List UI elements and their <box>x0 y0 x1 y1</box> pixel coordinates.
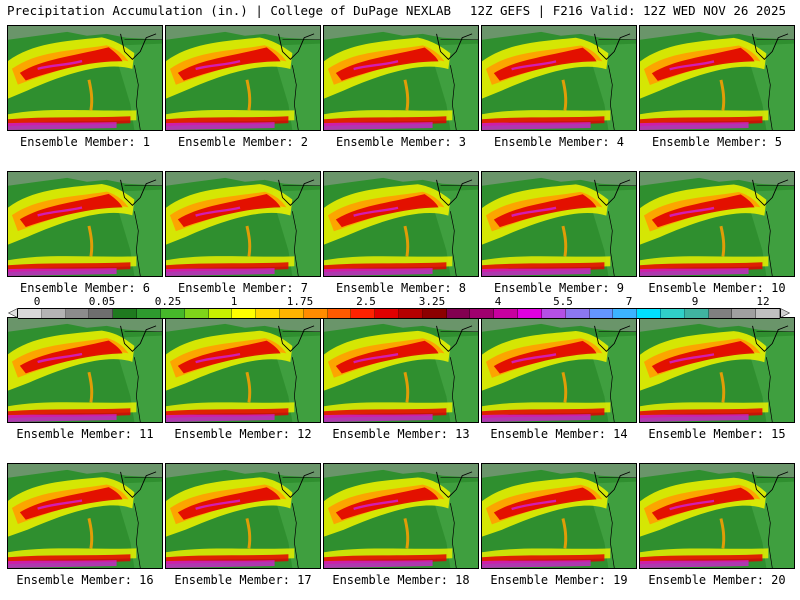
scale-segment <box>565 309 590 318</box>
scale-segment <box>470 309 495 318</box>
scale-segment <box>208 309 233 318</box>
chart-title: Precipitation Accumulation (in.) | Colle… <box>7 3 452 18</box>
scale-tick-label: 1 <box>230 295 238 308</box>
ensemble-member-label: Ensemble Member: 16 <box>16 573 154 587</box>
ensemble-member-label: Ensemble Member: 7 <box>177 281 309 295</box>
color-scale: 0 0.05 0.25 1 1.75 2.5 3.25 4 5.5 7 9 12 <box>8 296 792 320</box>
scale-tick-label: 3.25 <box>418 295 446 308</box>
ensemble-map-6 <box>7 171 163 277</box>
ensemble-map-15 <box>639 317 795 423</box>
scale-segment <box>232 309 257 318</box>
scale-tick-label: 0.05 <box>88 295 116 308</box>
scale-segment <box>113 309 138 318</box>
ensemble-member-label: Ensemble Member: 15 <box>648 427 786 441</box>
scale-segment <box>256 309 280 318</box>
scale-tick-label: 0 <box>33 295 41 308</box>
scale-segment <box>137 309 161 318</box>
ensemble-member-label: Ensemble Member: 19 <box>490 573 628 587</box>
scale-segment <box>375 309 399 318</box>
scale-tick-label: 2.5 <box>356 295 376 308</box>
ensemble-map-7 <box>165 171 321 277</box>
scale-arrow-right-icon <box>780 308 790 318</box>
ensemble-map-2 <box>165 25 321 131</box>
scale-tick-label: 4 <box>494 295 502 308</box>
scale-segment <box>637 309 661 318</box>
scale-tick-label: 5.5 <box>553 295 573 308</box>
ensemble-member-label: Ensemble Member: 9 <box>493 281 625 295</box>
scale-segment <box>65 309 90 318</box>
scale-segment <box>279 309 304 318</box>
scale-segment <box>708 309 733 318</box>
ensemble-member-label: Ensemble Member: 3 <box>335 135 467 149</box>
scale-segment <box>422 309 447 318</box>
scale-segment <box>589 309 614 318</box>
scale-tick-label: 1.75 <box>286 295 314 308</box>
ensemble-map-1 <box>7 25 163 131</box>
scale-bar <box>18 308 780 319</box>
scale-tick-label: 12 <box>756 295 770 308</box>
ensemble-member-label: Ensemble Member: 11 <box>16 427 154 441</box>
scale-segment <box>732 309 757 318</box>
scale-arrow-left-icon <box>8 308 18 318</box>
scale-segment <box>184 309 209 318</box>
scale-segment <box>303 309 328 318</box>
scale-segment <box>684 309 709 318</box>
ensemble-map-3 <box>323 25 479 131</box>
ensemble-member-label: Ensemble Member: 14 <box>490 427 628 441</box>
ensemble-map-11 <box>7 317 163 423</box>
ensemble-map-4 <box>481 25 637 131</box>
ensemble-member-label: Ensemble Member: 4 <box>493 135 625 149</box>
valid-time: 12Z GEFS | F216 Valid: 12Z WED NOV 26 20… <box>469 3 786 18</box>
ensemble-map-5 <box>639 25 795 131</box>
ensemble-member-label: Ensemble Member: 6 <box>19 281 151 295</box>
ensemble-map-10 <box>639 171 795 277</box>
ensemble-member-label: Ensemble Member: 12 <box>174 427 312 441</box>
scale-segment <box>541 309 566 318</box>
ensemble-map-14 <box>481 317 637 423</box>
scale-segment <box>660 309 685 318</box>
scale-tick-label: 0.25 <box>154 295 182 308</box>
ensemble-member-label: Ensemble Member: 20 <box>648 573 786 587</box>
scale-segment <box>89 309 114 318</box>
ensemble-map-19 <box>481 463 637 569</box>
scale-tick-label: 7 <box>625 295 633 308</box>
scale-segment <box>518 309 542 318</box>
ensemble-map-13 <box>323 317 479 423</box>
ensemble-member-label: Ensemble Member: 5 <box>651 135 783 149</box>
ensemble-member-label: Ensemble Member: 10 <box>648 281 786 295</box>
ensemble-member-label: Ensemble Member: 18 <box>332 573 470 587</box>
scale-segment <box>160 309 185 318</box>
ensemble-map-20 <box>639 463 795 569</box>
ensemble-map-12 <box>165 317 321 423</box>
ensemble-map-16 <box>7 463 163 569</box>
ensemble-map-9 <box>481 171 637 277</box>
scale-segment <box>351 309 376 318</box>
ensemble-member-label: Ensemble Member: 17 <box>174 573 312 587</box>
scale-segment <box>494 309 519 318</box>
scale-segment <box>756 309 780 318</box>
ensemble-member-label: Ensemble Member: 2 <box>177 135 309 149</box>
ensemble-member-label: Ensemble Member: 13 <box>332 427 470 441</box>
ensemble-map-8 <box>323 171 479 277</box>
scale-segment <box>613 309 638 318</box>
scale-segment <box>327 309 352 318</box>
scale-segment <box>446 309 471 318</box>
scale-segment <box>18 309 42 318</box>
ensemble-member-label: Ensemble Member: 1 <box>19 135 151 149</box>
ensemble-map-18 <box>323 463 479 569</box>
scale-tick-label: 9 <box>691 295 699 308</box>
scale-segment <box>399 309 423 318</box>
ensemble-member-label: Ensemble Member: 8 <box>335 281 467 295</box>
ensemble-map-17 <box>165 463 321 569</box>
scale-segment <box>41 309 66 318</box>
scale-labels: 0 0.05 0.25 1 1.75 2.5 3.25 4 5.5 7 9 12 <box>8 296 800 308</box>
